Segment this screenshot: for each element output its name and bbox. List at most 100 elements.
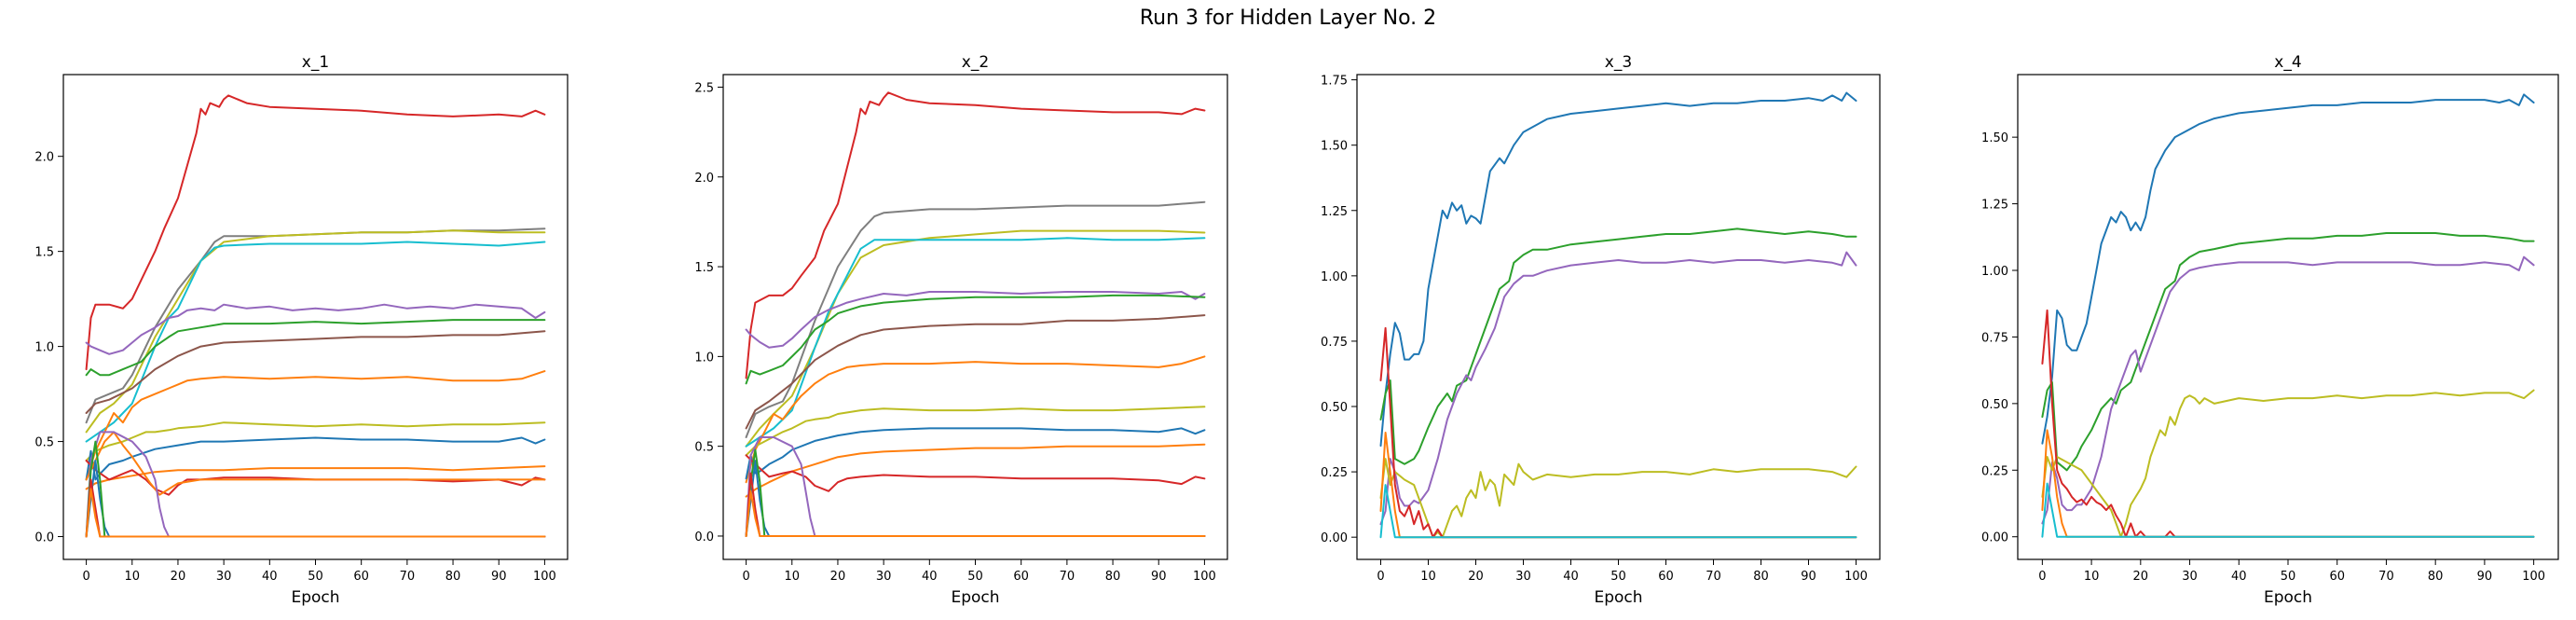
x-tick-label: 70 (400, 570, 416, 584)
y-tick-label: 1.25 (1321, 205, 1348, 219)
x-tick-label: 70 (1706, 570, 1721, 584)
x-tick-label: 10 (124, 570, 140, 584)
series-line-8 (85, 370, 546, 481)
x-tick-label: 80 (1105, 570, 1121, 584)
series-line-1 (745, 91, 1206, 379)
chart-panel-3: 0 10 20 30 40 50 60 70 80 90 100 0.00 0.25 0.50 0.75 1.… (1321, 53, 1881, 607)
x-tick-label: 20 (2133, 570, 2149, 584)
figure-title: Run 3 for Hidden Layer No. 2 (1140, 7, 1436, 30)
series-line-13 (85, 431, 546, 496)
x-tick-label: 90 (491, 570, 507, 584)
chart-panel-2: 0 10 20 30 40 50 60 70 80 90 100 0.0 0.5 1.0 1.5 2.0 2.5… (694, 53, 1228, 607)
series-line-4 (85, 241, 546, 443)
x-tick-label: 50 (308, 570, 323, 584)
y-tick-label: 1.75 (1321, 75, 1348, 89)
series-line-11 (745, 443, 1206, 498)
series-group (85, 94, 546, 538)
series-line-7 (85, 330, 546, 414)
x-tick-label: 10 (2084, 570, 2100, 584)
y-tick-label: 1.50 (1981, 131, 2008, 145)
y-tick-label: 0.0 (694, 530, 714, 544)
x-tick-label: 70 (1060, 570, 1076, 584)
y-tick-label: 2.5 (694, 81, 714, 95)
plot-area (63, 75, 568, 559)
panel-title: x_3 (1605, 53, 1632, 72)
y-tick-label: 1.50 (1321, 140, 1348, 154)
x-tick-label: 0 (2038, 570, 2046, 584)
x-tick-label: 90 (1151, 570, 1167, 584)
series-line-7 (2041, 482, 2535, 538)
x-tick-label: 80 (445, 570, 461, 584)
x-axis-label: Epoch (1594, 588, 1642, 607)
y-tick-label: 1.00 (1321, 270, 1348, 284)
series-line-12 (745, 454, 1206, 492)
chart-panel-1: 0 10 20 30 40 50 60 70 80 90 100 0.0 0.5 1.0 1.5 2.0 x_1… (34, 53, 569, 607)
series-line-4 (2041, 389, 2535, 538)
x-tick-label: 30 (216, 570, 232, 584)
y-tick-label: 0.25 (1321, 466, 1348, 480)
series-line-4 (745, 237, 1206, 448)
x-tick-label: 60 (1658, 570, 1674, 584)
x-axis-label: Epoch (291, 588, 339, 607)
x-tick-label: 40 (1563, 570, 1579, 584)
x-tick-label: 100 (533, 570, 556, 584)
series-line-5 (745, 291, 1206, 349)
panel-title: x_1 (302, 53, 329, 72)
series-line-7 (1379, 484, 1857, 539)
y-tick-label: 0.50 (1321, 401, 1348, 415)
x-tick-label: 100 (1193, 570, 1216, 584)
x-tick-label: 20 (171, 570, 186, 584)
x-tick-label: 60 (1013, 570, 1029, 584)
x-tick-label: 0 (82, 570, 89, 584)
x-tick-label: 90 (1801, 570, 1816, 584)
series-line-8 (745, 355, 1206, 484)
x-tick-label: 50 (2281, 570, 2296, 584)
x-tick-label: 80 (1753, 570, 1769, 584)
y-tick-label: 0.50 (1981, 398, 2008, 412)
series-line-10 (85, 436, 546, 481)
x-tick-label: 10 (784, 570, 800, 584)
chart-panel-4: 0 10 20 30 40 50 60 70 80 90 100 0.00 0.25 0.50 0.75 1.… (1981, 53, 2559, 607)
y-tick-label: 1.00 (1981, 265, 2008, 279)
y-tick-label: 0.5 (34, 436, 54, 450)
y-tick-label: 0.25 (1981, 464, 2008, 478)
y-tick-label: 1.5 (694, 261, 714, 275)
series-group (1379, 91, 1857, 539)
series-line-3 (1379, 251, 1857, 526)
y-tick-label: 0.0 (34, 531, 54, 545)
x-tick-label: 50 (967, 570, 983, 584)
y-tick-label: 2.0 (34, 151, 54, 165)
series-line-2 (2041, 232, 2535, 472)
series-line-13 (745, 436, 1206, 537)
plot-area (2018, 75, 2558, 559)
x-tick-label: 20 (830, 570, 846, 584)
series-line-3 (85, 229, 546, 434)
x-tick-label: 40 (262, 570, 278, 584)
x-tick-label: 80 (2428, 570, 2444, 584)
x-tick-label: 70 (2378, 570, 2394, 584)
y-tick-label: 1.0 (34, 341, 54, 355)
panel-title: x_2 (962, 53, 989, 72)
plot-area (1357, 75, 1880, 559)
y-tick-label: 0.00 (1981, 531, 2008, 545)
series-line-5 (85, 303, 546, 355)
x-tick-label: 60 (2329, 570, 2345, 584)
x-tick-label: 60 (353, 570, 369, 584)
x-tick-label: 30 (876, 570, 892, 584)
x-tick-label: 50 (1610, 570, 1626, 584)
x-tick-label: 90 (2477, 570, 2493, 584)
y-tick-label: 1.0 (694, 351, 714, 365)
series-line-1 (2041, 93, 2535, 445)
x-tick-label: 0 (742, 570, 749, 584)
series-line-2 (745, 200, 1206, 438)
series-group (745, 91, 1206, 537)
y-tick-label: 0.5 (694, 441, 714, 455)
y-tick-label: 2.0 (694, 172, 714, 186)
x-tick-label: 30 (2182, 570, 2198, 584)
x-tick-label: 40 (922, 570, 938, 584)
series-line-3 (745, 229, 1206, 448)
x-tick-label: 100 (1844, 570, 1868, 584)
series-line-6 (745, 294, 1206, 385)
series-group (2041, 93, 2535, 538)
